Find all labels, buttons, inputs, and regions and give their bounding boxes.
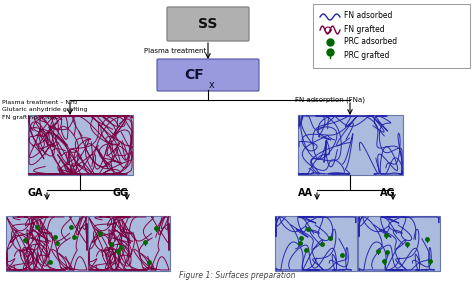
Text: Figure 1: Surfaces preparation: Figure 1: Surfaces preparation (179, 271, 295, 280)
Text: Plasma treatment – NH₂
Glutaric anhydride grafting
FN grafting (FNg): Plasma treatment – NH₂ Glutaric anhydrid… (2, 101, 88, 119)
Text: PRC grafted: PRC grafted (344, 50, 389, 60)
Text: FN adsorption (FNa): FN adsorption (FNa) (295, 97, 365, 103)
Text: AG: AG (380, 188, 395, 198)
FancyBboxPatch shape (298, 115, 403, 175)
Text: SS: SS (198, 17, 218, 31)
Text: AA: AA (298, 188, 313, 198)
FancyBboxPatch shape (157, 59, 259, 91)
Text: GA: GA (28, 188, 44, 198)
FancyBboxPatch shape (6, 216, 88, 271)
FancyBboxPatch shape (275, 216, 357, 271)
Text: Plasma treatment: Plasma treatment (144, 48, 206, 54)
Text: FN grafted: FN grafted (344, 25, 384, 34)
FancyBboxPatch shape (358, 216, 440, 271)
Text: GG: GG (113, 188, 129, 198)
FancyBboxPatch shape (88, 216, 170, 271)
Text: PRC adsorbed: PRC adsorbed (344, 38, 397, 46)
Text: x: x (209, 80, 215, 90)
FancyBboxPatch shape (313, 4, 470, 68)
Text: FN adsorbed: FN adsorbed (344, 11, 392, 21)
FancyBboxPatch shape (28, 115, 133, 175)
FancyBboxPatch shape (167, 7, 249, 41)
Text: CF: CF (184, 68, 204, 82)
